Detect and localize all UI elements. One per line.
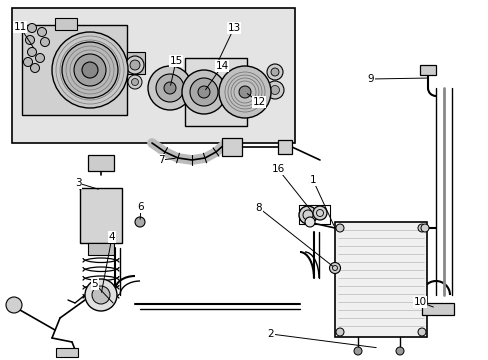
Bar [88,243,114,255]
Bar [334,222,426,337]
Bar [55,18,77,30]
Bar [184,58,246,126]
Circle shape [270,68,279,76]
Bar [88,155,114,171]
Circle shape [190,78,218,106]
Circle shape [156,74,183,102]
Circle shape [329,262,340,274]
Text: 5: 5 [92,279,98,289]
Circle shape [27,48,37,57]
Bar [127,52,145,74]
Circle shape [417,328,425,336]
Text: 9: 9 [367,74,373,84]
Text: 15: 15 [169,56,182,66]
Text: 13: 13 [227,23,240,33]
Circle shape [85,279,117,311]
Circle shape [395,347,403,355]
Circle shape [74,54,106,86]
Circle shape [131,78,138,86]
Circle shape [130,60,140,70]
Circle shape [163,82,176,94]
Text: 4: 4 [108,232,115,242]
Circle shape [36,54,44,63]
Text: 10: 10 [412,297,426,307]
Bar [278,140,291,154]
Text: 14: 14 [215,61,228,71]
Circle shape [82,62,98,78]
Bar [421,303,453,315]
Circle shape [6,297,22,313]
Circle shape [420,224,428,232]
Circle shape [305,217,314,227]
Text: 12: 12 [252,97,265,107]
Circle shape [92,286,110,304]
Circle shape [335,224,343,232]
Circle shape [265,81,284,99]
Circle shape [128,75,142,89]
Circle shape [198,86,209,98]
Circle shape [417,224,425,232]
Circle shape [335,328,343,336]
Text: 16: 16 [271,164,284,174]
Circle shape [23,58,32,67]
Text: 8: 8 [255,203,262,213]
Bar [22,25,127,115]
Circle shape [148,66,192,110]
Text: 6: 6 [138,202,144,212]
Bar [222,138,242,156]
Circle shape [135,217,145,227]
Bar [56,348,78,357]
Text: 11: 11 [13,22,26,32]
Bar [80,188,122,243]
Circle shape [30,63,40,72]
Circle shape [182,70,225,114]
Text: 7: 7 [157,155,164,165]
Circle shape [38,27,46,36]
Circle shape [298,206,316,224]
Circle shape [312,206,326,220]
Circle shape [239,86,250,98]
Circle shape [25,36,35,45]
Bar [419,65,435,75]
Circle shape [27,23,37,32]
Text: 1: 1 [309,175,316,185]
FancyBboxPatch shape [12,8,294,143]
Circle shape [62,42,118,98]
Circle shape [52,32,128,108]
Text: 2: 2 [267,329,274,339]
Circle shape [219,66,270,118]
Circle shape [353,347,361,355]
Circle shape [41,37,49,46]
Circle shape [270,86,279,95]
Circle shape [126,56,143,74]
Circle shape [266,64,283,80]
Text: 3: 3 [75,178,81,188]
